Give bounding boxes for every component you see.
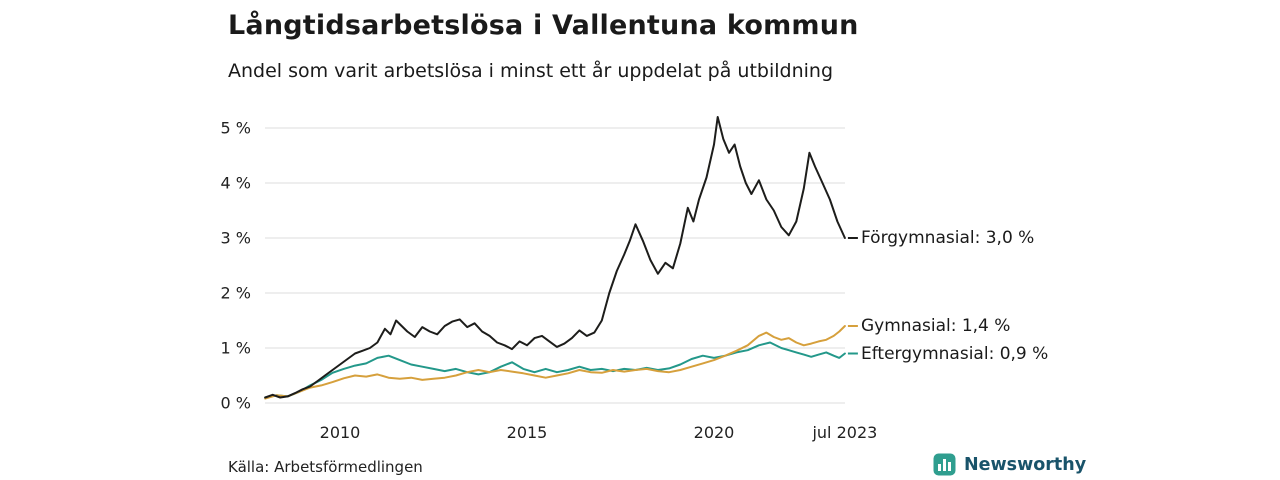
svg-text:2015: 2015 xyxy=(507,423,548,442)
newsworthy-wordmark: Newsworthy xyxy=(964,454,1087,475)
svg-text:0 %: 0 % xyxy=(221,394,251,413)
svg-text:5 %: 5 % xyxy=(221,119,251,138)
svg-text:2020: 2020 xyxy=(694,423,735,442)
chart-title: Långtidsarbetslösa i Vallentuna kommun xyxy=(228,10,859,41)
svg-text:jul 2023: jul 2023 xyxy=(811,423,877,442)
bar-chart-icon xyxy=(933,453,956,476)
series-end-label-forgymnasial: Förgymnasial: 3,0 % xyxy=(861,228,1035,248)
series-end-label-gymnasial: Gymnasial: 1,4 % xyxy=(861,316,1011,336)
svg-text:2010: 2010 xyxy=(320,423,361,442)
newsworthy-logo: Newsworthy xyxy=(933,453,1086,476)
series-end-label-eftergymnasial: Eftergymnasial: 0,9 % xyxy=(861,343,1049,364)
svg-text:2 %: 2 % xyxy=(221,284,251,303)
source-attribution: Källa: Arbetsförmedlingen xyxy=(228,458,423,476)
svg-text:1 %: 1 % xyxy=(221,339,251,358)
svg-text:4 %: 4 % xyxy=(221,174,251,193)
svg-text:3 %: 3 % xyxy=(221,229,251,248)
chart-subtitle: Andel som varit arbetslösa i minst ett å… xyxy=(228,60,834,82)
